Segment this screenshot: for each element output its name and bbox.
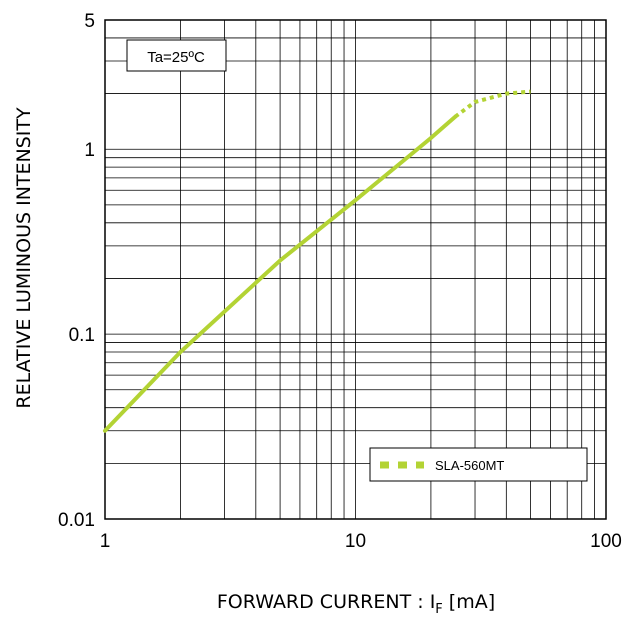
plot-frame — [104, 19, 607, 520]
series-line-dashed — [454, 89, 531, 119]
y-axis-title: RELATIVE LUMINOUS INTENSITY — [13, 107, 35, 409]
legend-label: SLA-560MT — [435, 458, 504, 473]
x-axis-title-main: FORWARD CURRENT : I — [217, 591, 435, 613]
y-tick-label: 0.1 — [69, 325, 95, 346]
y-tick-label: 1 — [84, 140, 95, 161]
series-line-solid — [103, 114, 458, 433]
x-tick-label: 10 — [345, 531, 366, 552]
x-tick-labels: 1 10 100 — [100, 531, 622, 552]
condition-label: Ta=25ºC — [147, 49, 205, 66]
grid-lines — [105, 20, 606, 519]
y-tick-labels: 0.01 0.1 1 5 — [58, 11, 95, 531]
y-tick-label: 5 — [84, 11, 95, 32]
x-axis-title-unit: [mA] — [449, 591, 495, 613]
y-tick-label: 0.01 — [58, 510, 95, 531]
condition-box: Ta=25ºC — [126, 39, 227, 72]
legend: SLA-560MT — [369, 447, 588, 482]
x-axis-title: FORWARD CURRENT : IF [mA] — [217, 591, 495, 617]
x-tick-label: 100 — [590, 531, 622, 552]
series-layer — [103, 89, 531, 433]
x-axis-title-subscript: F — [435, 602, 442, 617]
x-tick-label: 1 — [100, 531, 111, 552]
